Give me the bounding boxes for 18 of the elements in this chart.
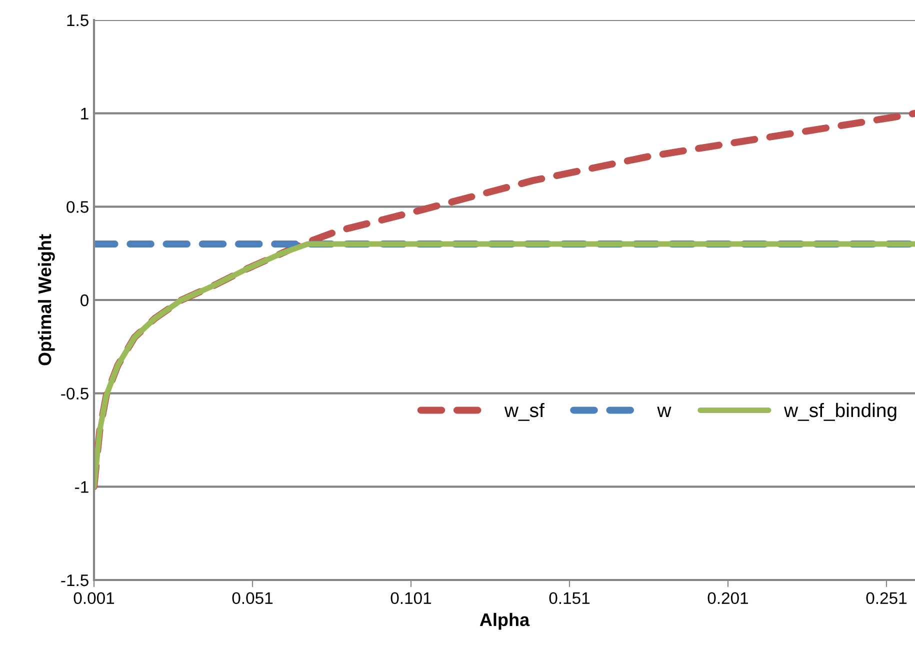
y-axis-title: Optimal Weight — [38, 234, 55, 366]
y-tick-label: 0 — [80, 294, 88, 306]
y-tick-label: 1 — [81, 108, 88, 120]
legend-label: w — [657, 406, 672, 418]
legend-label: w_sf_binding — [784, 402, 896, 422]
y-tick-label: -0.5 — [61, 388, 88, 400]
y-tick-label: -1.5 — [61, 574, 88, 586]
y-tick-label: -1 — [75, 481, 88, 493]
x-tick-label: 0.101 — [390, 592, 432, 604]
x-axis-title: Alpha — [480, 612, 530, 630]
x-tick-label: 0.251 — [866, 592, 907, 604]
x-tick-label: 0.151 — [549, 592, 590, 604]
x-tick-label: 0.001 — [74, 592, 114, 604]
y-tick-label: 1.5 — [67, 14, 88, 26]
x-tick-label: 0.051 — [232, 592, 273, 604]
legend-label: w_sf — [504, 402, 544, 421]
y-tick-label: 0.5 — [66, 201, 88, 213]
x-tick-label: 0.201 — [708, 592, 748, 604]
